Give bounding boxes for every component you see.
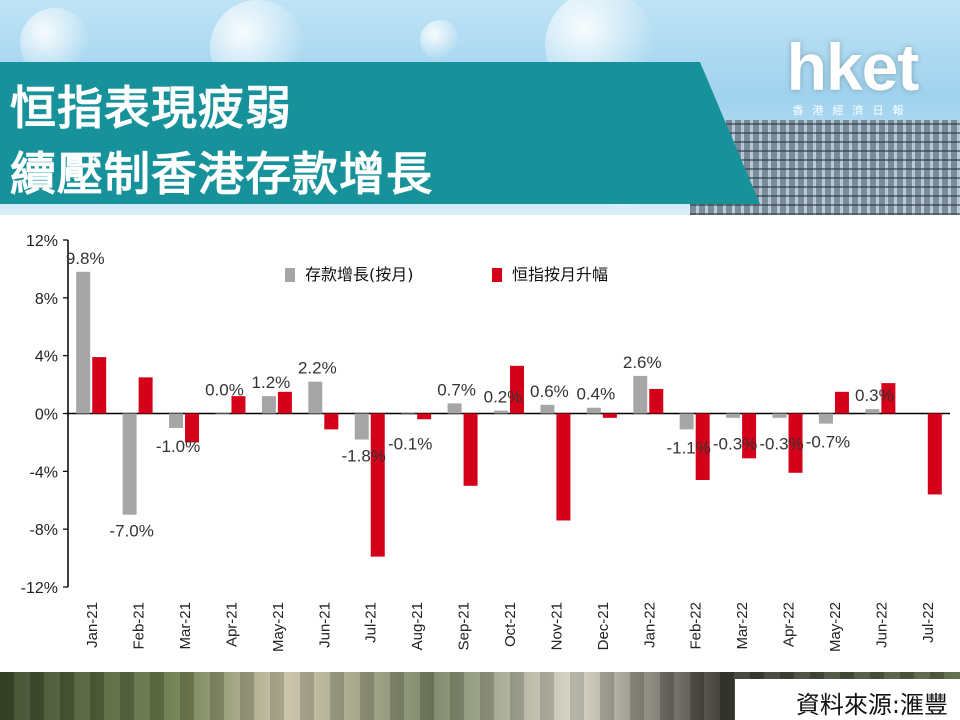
deposit-data-label: 0.0% — [205, 381, 244, 400]
x-tick-label: Jul-22 — [920, 602, 937, 643]
x-tick-label: Mar-22 — [734, 602, 751, 650]
hsi-bar — [277, 391, 292, 414]
chart-panel: 12% 8% 4% 0% -4% -8% -12% 9.8% Jan-21 -7.0% Feb-21… — [0, 215, 960, 672]
y-tick-label: 12% — [26, 233, 58, 250]
y-tick-label: -4% — [30, 464, 58, 481]
x-tick-label: Nov-21 — [548, 602, 565, 650]
x-tick-label: May-22 — [827, 602, 844, 652]
hsi-bar — [742, 413, 757, 459]
y-tick-label: -8% — [30, 522, 58, 539]
y-tick-label: -12% — [21, 580, 58, 597]
x-tick-label: Jul-21 — [363, 602, 380, 643]
hsi-bar — [649, 388, 664, 414]
deposit-data-label: -0.1% — [388, 435, 432, 454]
deposit-bar — [586, 407, 601, 414]
deposit-data-label: -1.1% — [666, 438, 710, 457]
x-tick-label: Mar-21 — [177, 602, 194, 650]
source-box: 資料來源:滙豐 — [735, 679, 960, 720]
hsi-bar — [463, 413, 478, 486]
hsi-bar — [324, 413, 339, 430]
x-tick-label: Apr-21 — [223, 602, 240, 647]
deposit-bar — [169, 413, 184, 428]
hsi-bar — [510, 365, 524, 414]
deposit-bar — [215, 413, 230, 415]
deposit-bar — [540, 404, 555, 414]
x-tick-label: Jan-21 — [84, 602, 101, 648]
logo-wordmark: hket — [786, 30, 920, 104]
hsi-bar — [602, 413, 617, 418]
title-line-2: 續壓制香港存款增長 — [10, 147, 433, 201]
deposit-bar — [865, 409, 880, 414]
hsi-bar — [231, 396, 246, 414]
deposit-data-label: 0.2% — [484, 388, 523, 407]
x-tick-label: Feb-22 — [688, 602, 705, 650]
deposit-bar — [726, 413, 741, 418]
deposit-data-label: 0.3% — [855, 386, 894, 405]
x-tick-label: Oct-21 — [502, 602, 519, 647]
deposit-bar — [76, 271, 91, 414]
x-tick-label: Sep-21 — [456, 602, 473, 650]
hsi-bar — [556, 413, 571, 521]
deposit-data-label: 0.7% — [437, 380, 476, 399]
deposit-data-label: -1.8% — [342, 447, 386, 466]
deposit-data-label: -1.0% — [156, 437, 200, 456]
deposit-data-label: 2.2% — [298, 359, 337, 378]
deposit-data-label: 0.6% — [530, 382, 569, 401]
hsi-bar — [185, 413, 200, 443]
hsi-bar — [92, 357, 107, 414]
y-tick-label: 8% — [35, 291, 58, 308]
y-tick-label: 0% — [35, 407, 58, 424]
deposit-bar — [679, 413, 694, 430]
deposit-bar — [494, 410, 508, 414]
x-tick-label: Jun-22 — [873, 602, 890, 648]
logo-subtitle: 香港經濟日報 — [792, 104, 913, 117]
deposit-data-label: 0.4% — [576, 385, 615, 404]
deposit-bar — [308, 381, 323, 414]
hsi-bar — [138, 377, 153, 414]
deposit-data-label: -0.7% — [806, 433, 850, 452]
deposit-data-label: 2.6% — [623, 353, 662, 372]
legend-swatch-hsi — [492, 268, 502, 282]
deposit-data-label: -0.3% — [713, 435, 757, 454]
x-tick-label: Jun-21 — [316, 602, 333, 648]
x-tick-label: Dec-21 — [595, 602, 612, 650]
x-tick-label: Aug-21 — [409, 602, 426, 650]
deposit-bar — [447, 403, 462, 414]
deposit-data-label: -0.3% — [759, 435, 803, 454]
title-band: 恒指表現疲弱 續壓制香港存款增長 — [0, 62, 760, 204]
hsi-bar — [370, 413, 385, 557]
deposit-bar — [401, 413, 416, 415]
deposit-bar — [354, 413, 369, 440]
deposit-data-label: 9.8% — [66, 249, 105, 268]
hsi-bar — [788, 413, 803, 473]
x-tick-label: Apr-22 — [781, 602, 798, 647]
bar-chart: 12% 8% 4% 0% -4% -8% -12% 9.8% Jan-21 -7.0% Feb-21… — [21, 233, 950, 652]
hsi-bar — [834, 391, 849, 414]
x-tick-label: Feb-21 — [131, 602, 148, 650]
bubble-decoration — [420, 20, 460, 60]
legend-label-deposit: 存款增長(按月) — [305, 265, 414, 284]
legend-swatch-deposit — [285, 268, 295, 282]
y-tick-label: 4% — [35, 349, 58, 366]
source-note: 資料來源:滙豐 — [795, 691, 948, 719]
deposit-bar — [772, 413, 787, 418]
hsi-bar — [881, 383, 896, 414]
hket-logo: hket 香港經濟日報 — [760, 34, 945, 118]
x-tick-label: Jan-22 — [641, 602, 658, 648]
deposit-data-label: -7.0% — [109, 522, 153, 541]
hsi-bar — [417, 413, 432, 420]
deposit-data-label: 1.2% — [252, 373, 291, 392]
deposit-bar — [122, 413, 137, 515]
deposit-bar — [633, 375, 648, 414]
legend-label-hsi: 恒指按月升幅 — [512, 265, 608, 284]
x-tick-label: May-21 — [270, 602, 287, 652]
hsi-bar — [695, 413, 710, 481]
deposit-bar — [818, 413, 833, 424]
title-line-1: 恒指表現疲弱 — [10, 81, 292, 135]
deposit-bar — [261, 396, 276, 414]
hsi-bar — [927, 413, 942, 495]
